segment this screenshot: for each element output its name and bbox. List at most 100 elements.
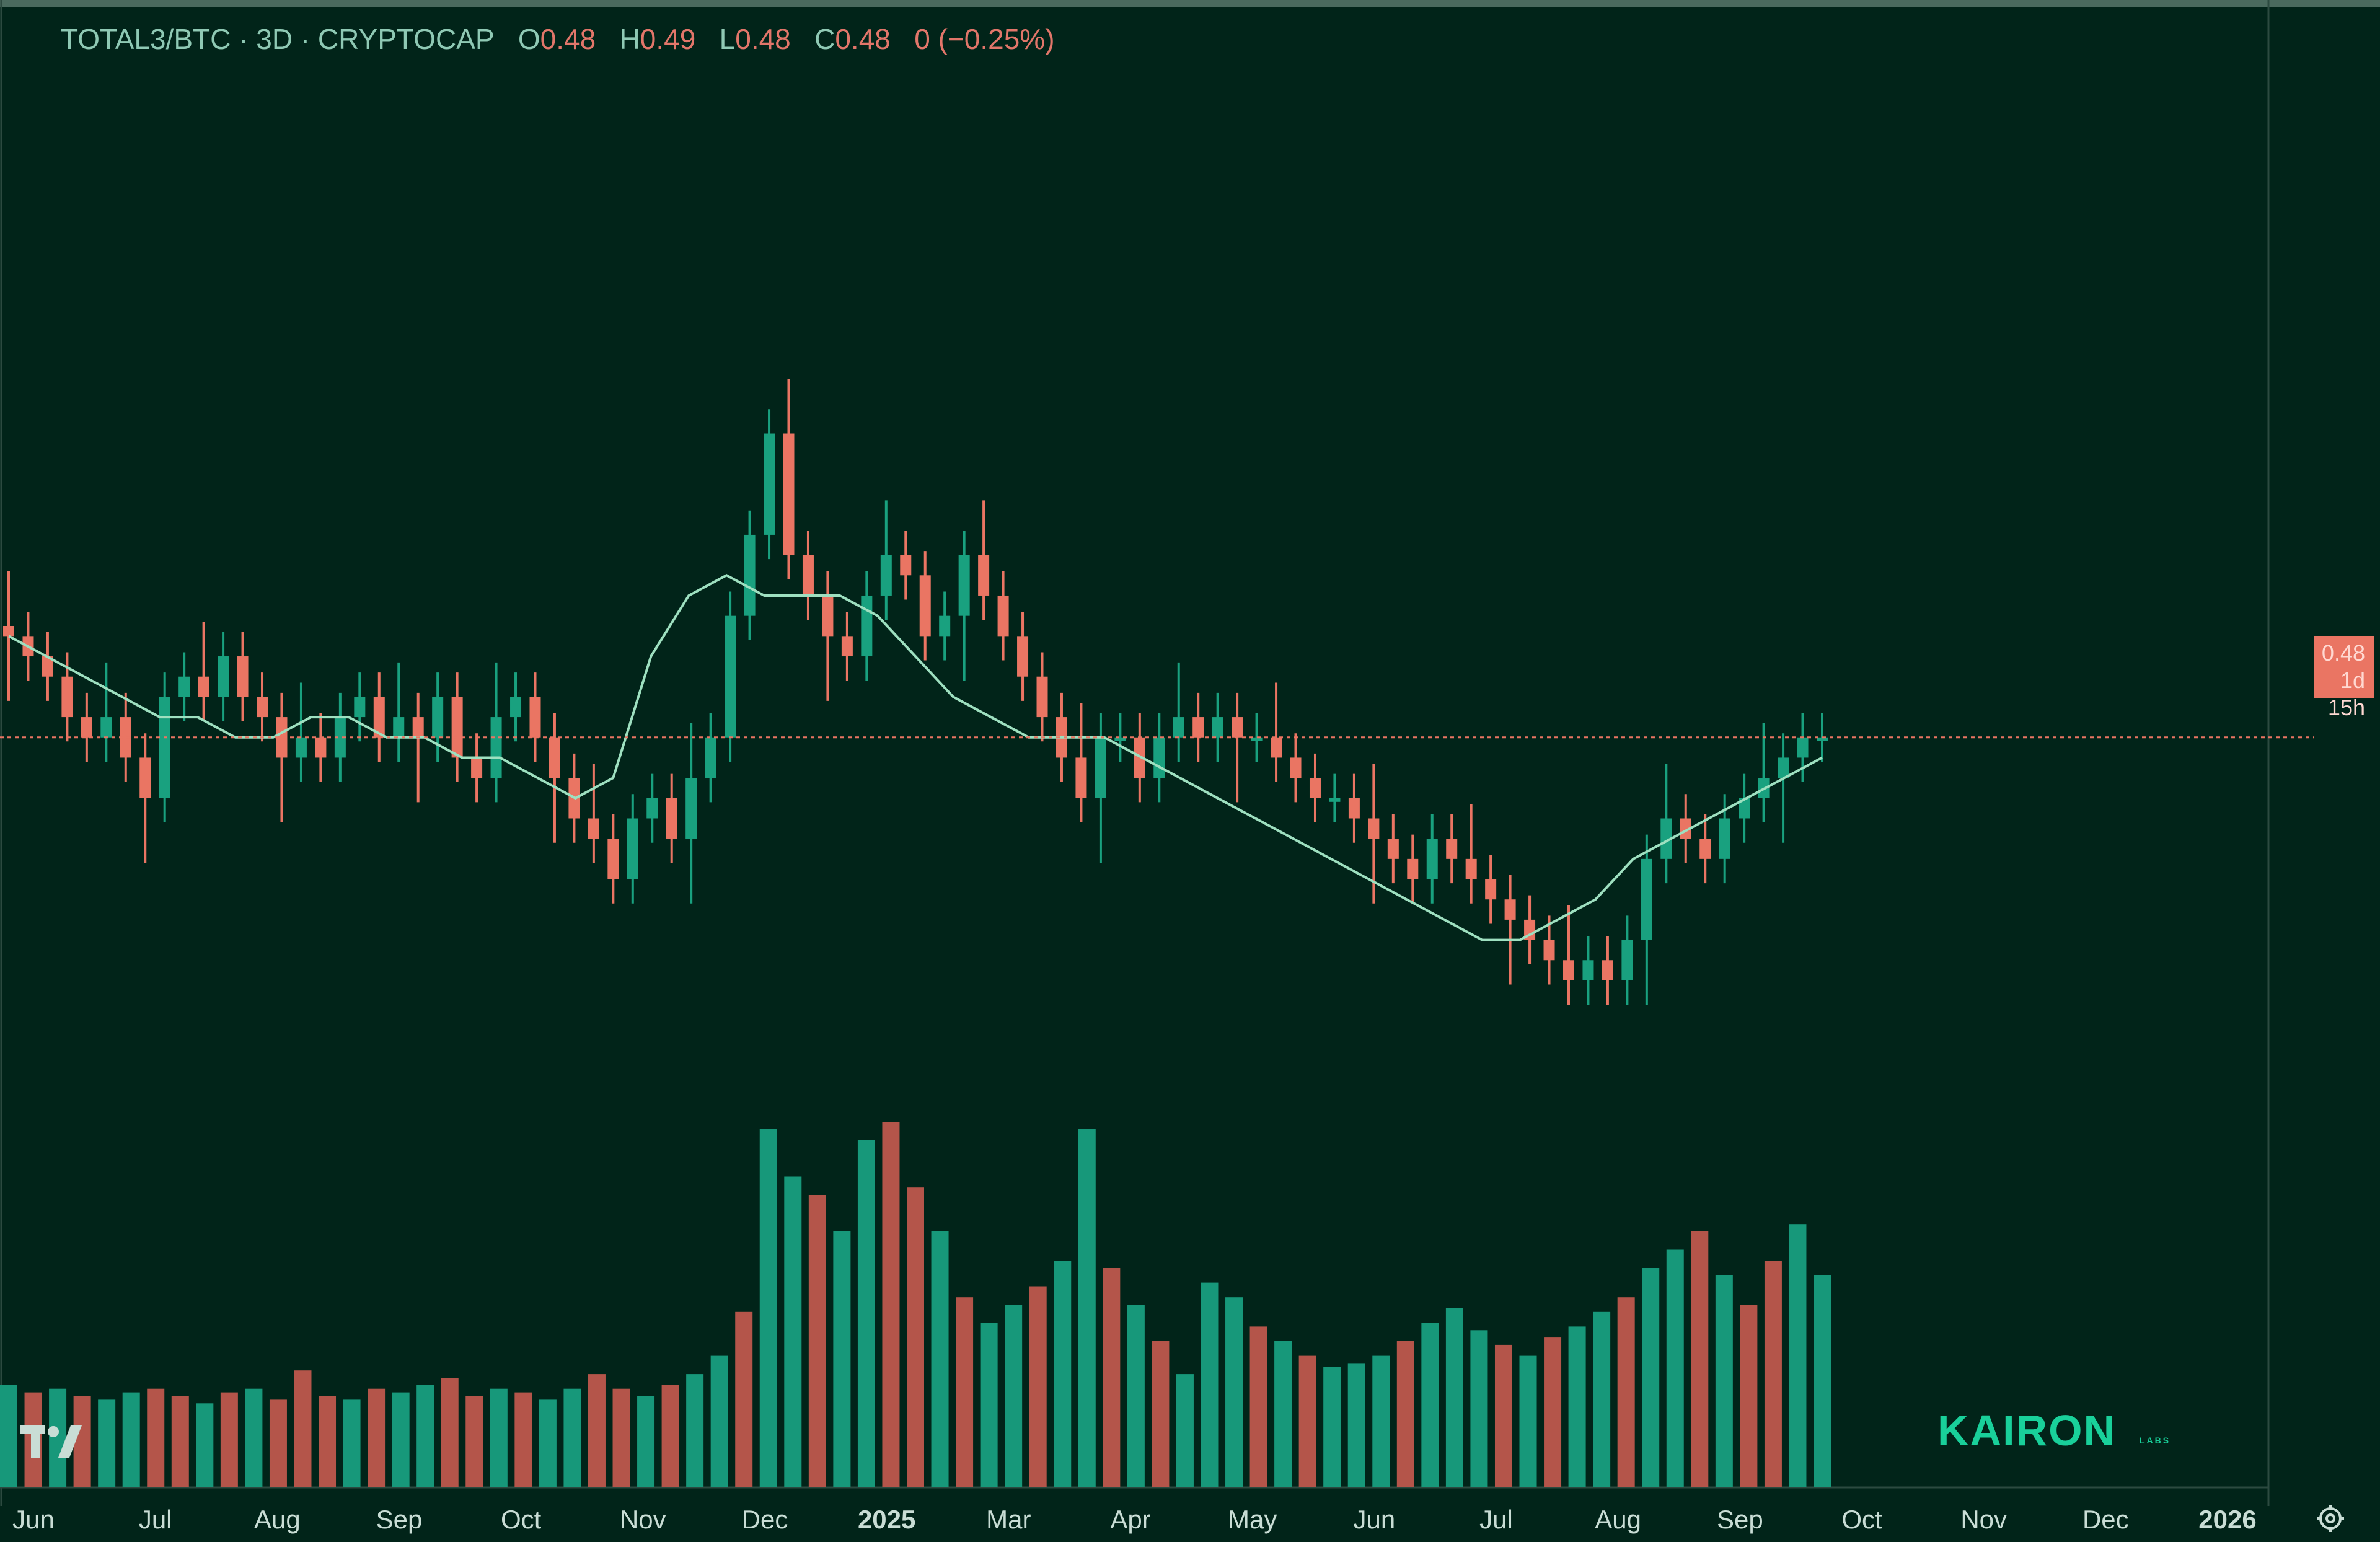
candle (627, 794, 638, 904)
candle (861, 571, 873, 681)
symbol-title[interactable]: TOTAL3/BTC · 3D · CRYPTOCAP (61, 23, 495, 55)
tradingview-logo-icon[interactable] (17, 1419, 92, 1463)
moving-average-line (8, 574, 1823, 941)
candle (646, 773, 658, 843)
volume-bar (1764, 1261, 1782, 1487)
candle (218, 632, 229, 721)
candle (373, 672, 385, 762)
volume-bar (1054, 1261, 1072, 1487)
candle (802, 531, 814, 620)
volume-bar (1029, 1286, 1047, 1487)
time-axis-labels: Jun Jul Aug Sep Oct Nov Dec 2025 Mar Apr May Jun Jul… (12, 1505, 2257, 1534)
volume-bar (1005, 1305, 1023, 1487)
candle (1602, 936, 1613, 1005)
candle (1251, 713, 1263, 762)
candle (764, 409, 775, 560)
candle (1426, 814, 1438, 904)
open-value: 0.48 (540, 23, 596, 55)
candle (1271, 682, 1282, 782)
candle (1641, 834, 1652, 1005)
volume-bar (1372, 1355, 1390, 1487)
candle (237, 632, 249, 721)
volume-bar (98, 1399, 116, 1487)
volume-bar (1593, 1311, 1611, 1487)
x-tick-label: Oct (1841, 1505, 1882, 1534)
x-tick-label: Nov (620, 1505, 666, 1534)
volume-bar (1127, 1305, 1145, 1487)
last-price-badge: 0.48 1d 15h (2314, 636, 2374, 720)
x-tick-label: Apr (1110, 1505, 1150, 1534)
volume-bar (1789, 1224, 1807, 1487)
candle (451, 672, 463, 782)
volume-bar (1103, 1268, 1121, 1487)
candle (607, 814, 619, 904)
candle (1114, 713, 1126, 762)
candle (744, 510, 756, 640)
symbol-legend: TOTAL3/BTC · 3D · CRYPTOCAP O0.48 H0.49 … (61, 22, 1055, 56)
volume-bar (1078, 1129, 1096, 1487)
candle (120, 692, 131, 782)
volume-bar (465, 1396, 483, 1487)
candle (1192, 692, 1204, 762)
volume-bar (1250, 1326, 1267, 1487)
candle (1348, 773, 1360, 843)
brand-logo: KAIRON (1937, 1406, 2117, 1455)
volume-bar (441, 1378, 459, 1487)
volume-bar (1617, 1297, 1635, 1487)
candle (1582, 936, 1594, 1005)
volume-bar (710, 1355, 728, 1487)
last-price-value: 0.48 (2321, 640, 2365, 666)
x-tick-label: Aug (1595, 1505, 1641, 1534)
gear-icon[interactable] (2316, 1504, 2345, 1533)
volume-bar (956, 1297, 974, 1487)
volume-bar (1494, 1344, 1512, 1487)
brand-logo-sub: LABS (2140, 1435, 2171, 1445)
candle (1543, 915, 1555, 985)
volume-bar (686, 1374, 704, 1487)
candle (412, 692, 424, 803)
volume-bar (514, 1392, 532, 1487)
volume-bar (368, 1388, 386, 1487)
volume-bar (637, 1396, 655, 1487)
volume-bar (857, 1140, 875, 1487)
candle (100, 662, 112, 762)
volume-bar (0, 1385, 17, 1487)
x-tick-label: Jul (139, 1505, 172, 1534)
x-tick-label: 2025 (858, 1505, 915, 1534)
volume-bar (49, 1388, 67, 1487)
volume-bars (0, 1122, 1831, 1487)
candle (1465, 804, 1477, 904)
candle (1212, 692, 1223, 762)
candle (783, 379, 795, 579)
candle (725, 591, 736, 762)
candle (1173, 662, 1184, 762)
candle (1017, 612, 1029, 701)
x-tick-label: Jun (1353, 1505, 1395, 1534)
x-tick-label: Aug (254, 1505, 301, 1534)
volume-bar (808, 1195, 826, 1487)
candle (841, 612, 853, 681)
volume-bar (1274, 1341, 1292, 1487)
candle (997, 571, 1009, 661)
volume-bar (1544, 1337, 1562, 1487)
volume-bar (1421, 1323, 1439, 1487)
low-value: 0.48 (735, 23, 791, 55)
candle (159, 672, 170, 823)
volume-bar (1323, 1367, 1341, 1487)
volume-bar (1519, 1355, 1537, 1487)
x-tick-label: May (1228, 1505, 1277, 1534)
candle (1075, 703, 1087, 823)
candle (939, 591, 951, 661)
high-value: 0.49 (640, 23, 696, 55)
volume-bar (539, 1399, 557, 1487)
candle (432, 672, 444, 762)
volume-bar (1445, 1308, 1463, 1487)
candle (549, 713, 560, 843)
candle (685, 723, 697, 904)
close-label: C (814, 23, 835, 55)
close-value: 0.48 (835, 23, 891, 55)
candle (1153, 713, 1165, 803)
volume-bar (784, 1176, 802, 1487)
volume-bar (490, 1388, 508, 1487)
